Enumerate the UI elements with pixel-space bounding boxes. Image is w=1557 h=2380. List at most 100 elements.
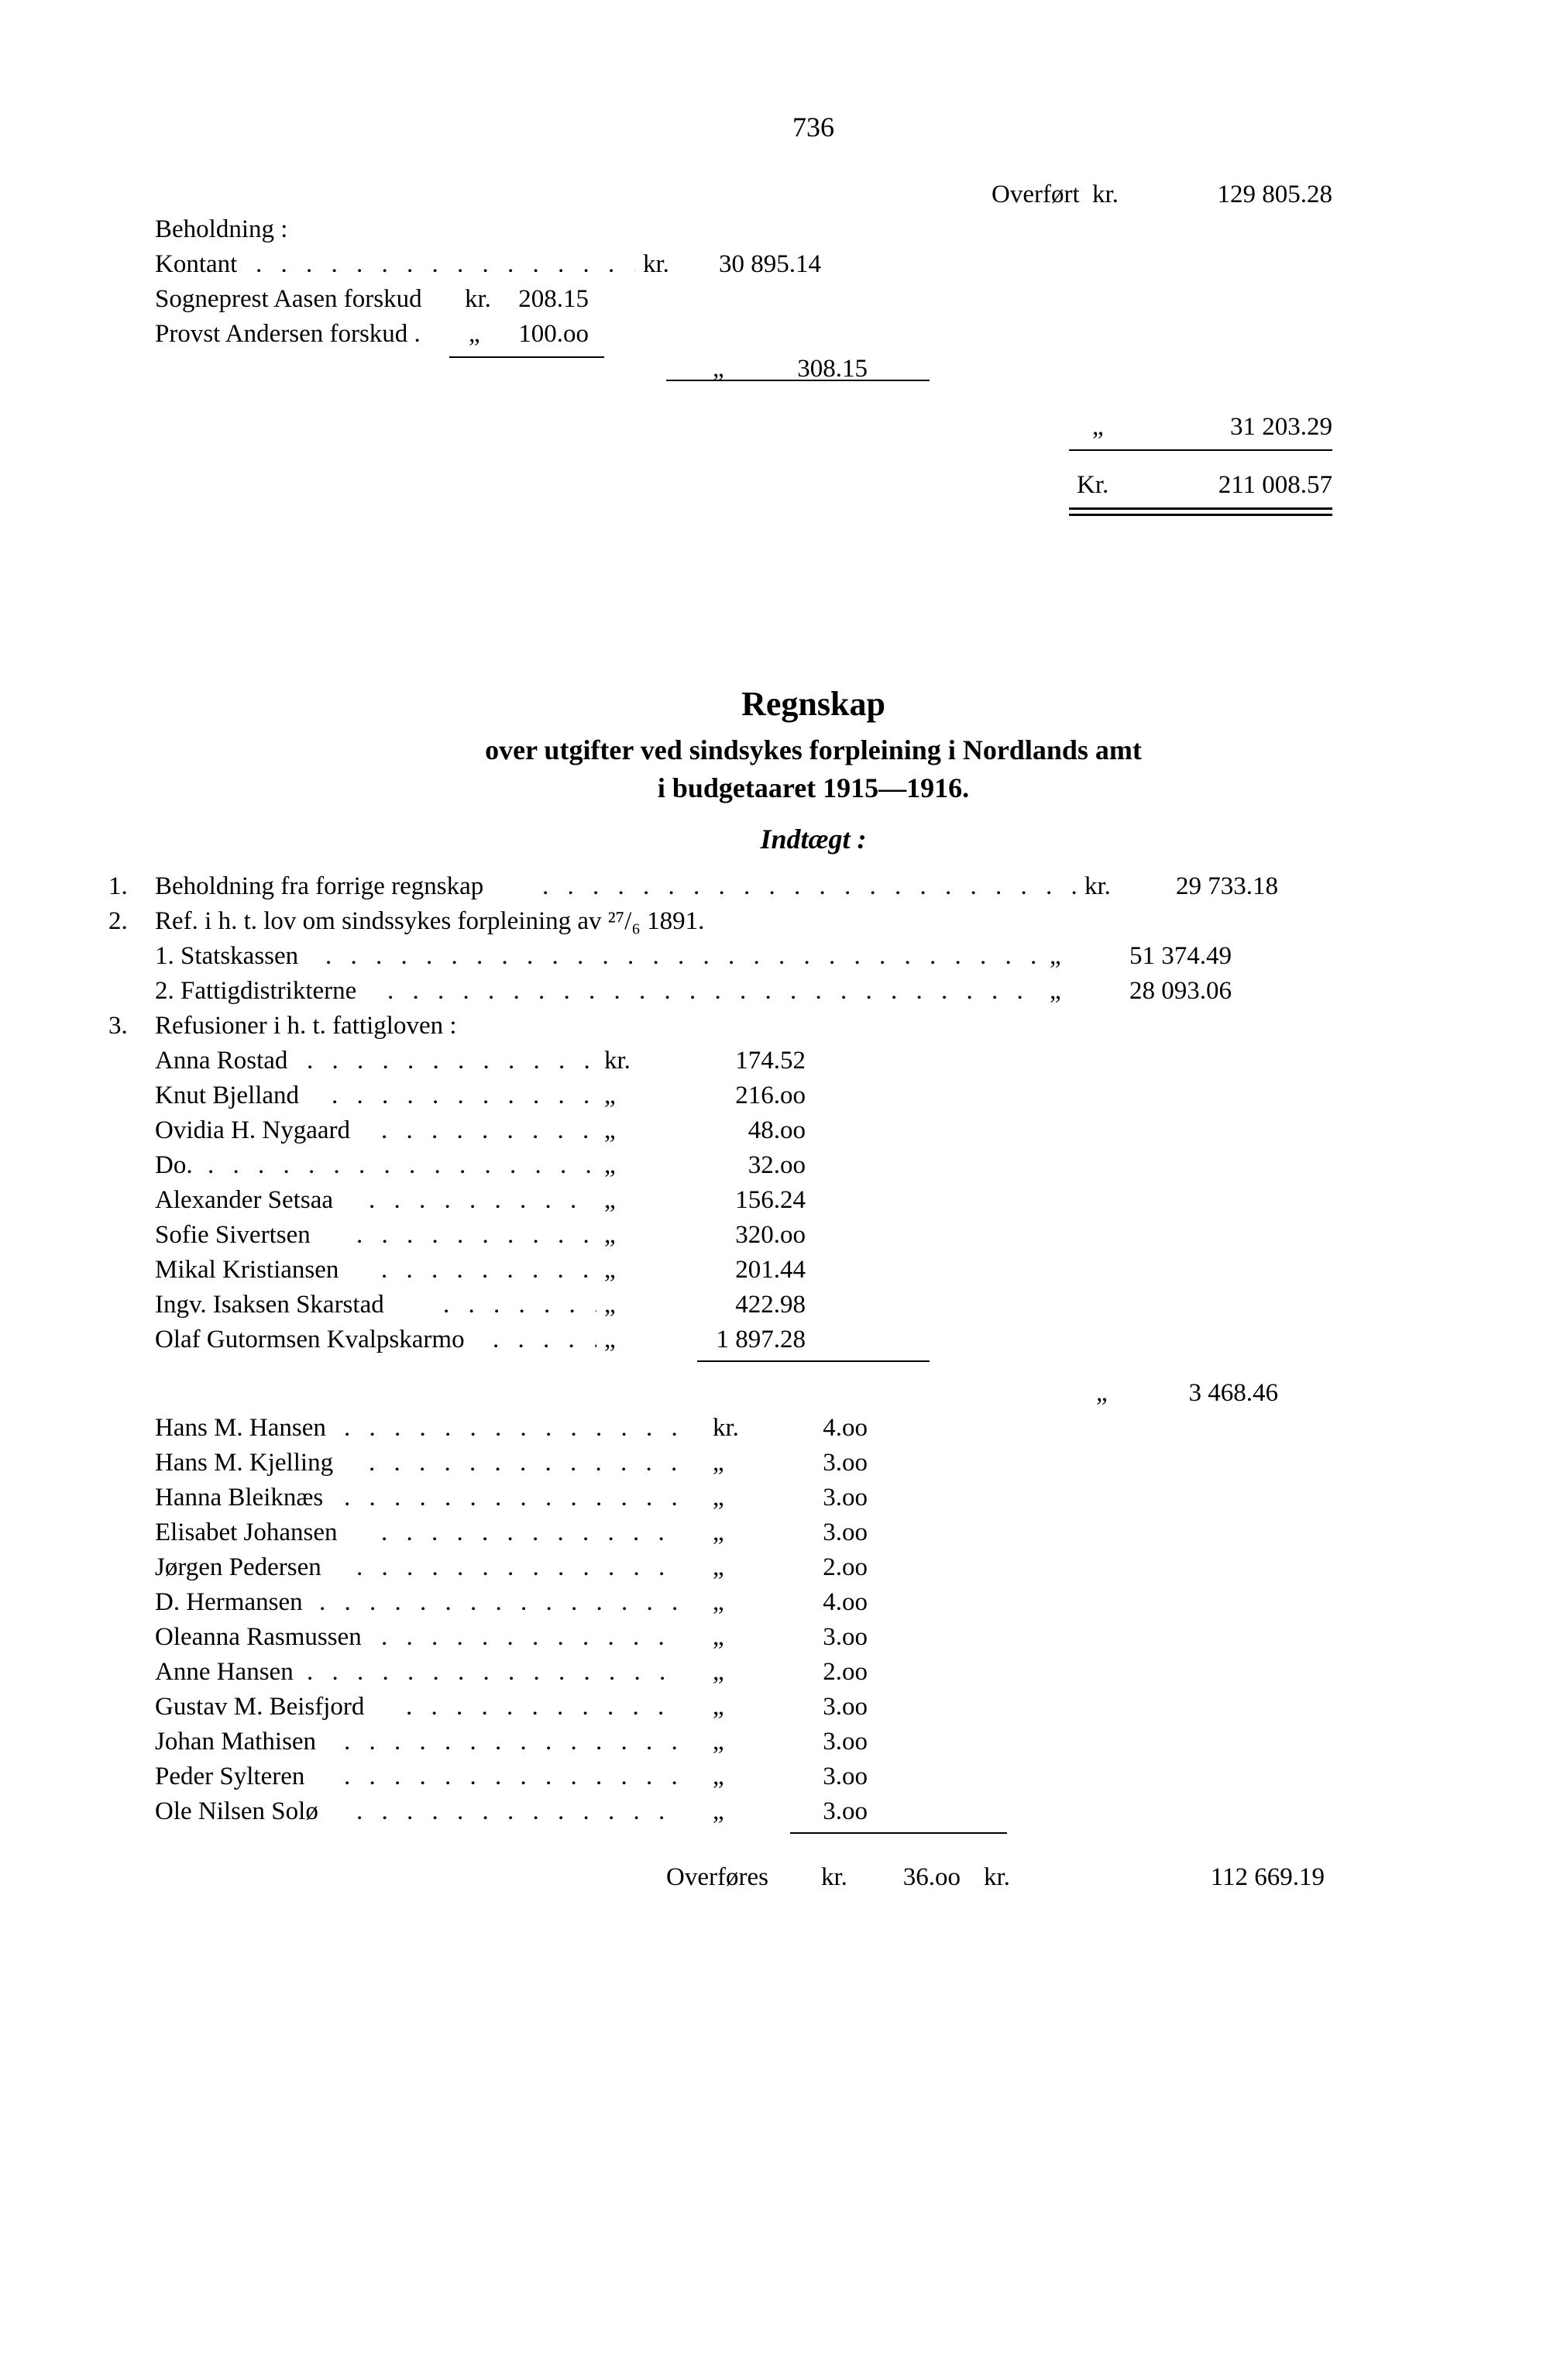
- refusion-name: Ovidia H. Nygaard: [155, 1113, 350, 1148]
- dot-leader: . . . . . . . . . . . . . . . . . . . . …: [344, 1481, 682, 1515]
- refusion-amount: 3.oo: [759, 1794, 868, 1829]
- list-item: Johan Mathisen. . . . . . . . . . . . . …: [155, 1725, 1472, 1759]
- provst-row: Provst Andersen forskud . „ 100.oo: [155, 317, 1472, 352]
- refusion-amount: 1 897.28: [651, 1322, 806, 1357]
- dot-leader: . . . . . . . . . . . . . . . . . . . . …: [307, 1655, 682, 1690]
- kontant-cur: kr.: [643, 247, 669, 282]
- item2-label: Ref. i h. t. lov om sindssykes forpleini…: [155, 904, 704, 939]
- dot-leader: . . . . . . . . . . . . . . . . . . . . …: [381, 1113, 596, 1148]
- dot-leader: . . . . . . . . . . . . . . . . . . . . …: [356, 1218, 596, 1253]
- refusion-amount: 201.44: [651, 1253, 806, 1288]
- item1-label: Beholdning fra forrige regnskap: [155, 869, 483, 904]
- dot-leader: . . . . . . . . . . . . . . . . . . . . …: [369, 1183, 596, 1218]
- sogneprest-cur: kr.: [465, 282, 491, 317]
- sub2-row: „ 31 203.29: [155, 410, 1472, 445]
- refusion-name: Anna Rostad: [155, 1044, 287, 1078]
- list-item: Ovidia H. Nygaard . . . . . . . . . . . .…: [155, 1113, 1472, 1148]
- list-item: Sofie Sivertsen. . . . . . . . . . . . .…: [155, 1218, 1472, 1253]
- refusion-name: Knut Bjelland: [155, 1078, 299, 1113]
- list-item-1: 1. Beholdning fra forrige regnskap . . .…: [155, 869, 1472, 904]
- refusion-amount: 3.oo: [759, 1725, 868, 1759]
- list-item: Hans M. Hansen. . . . . . . . . . . . . …: [155, 1411, 1472, 1446]
- item2b-label: Fattigdistrikterne: [180, 977, 356, 1005]
- dot-leader: . . . . . . . . . . . . . . . . . . . . …: [387, 974, 1038, 1009]
- currency-mark: „: [604, 1288, 616, 1322]
- currency-mark: kr.: [713, 1411, 739, 1446]
- list-item: Oleanna Rasmussen. . . . . . . . . . . .…: [155, 1620, 1472, 1655]
- dot-leader: . . . . . . . . . . . . . . . . . . . . …: [493, 1322, 596, 1357]
- list-item: Hanna Bleiknæs. . . . . . . . . . . . . …: [155, 1481, 1472, 1515]
- refusion-amount: 3.oo: [759, 1446, 868, 1481]
- refusion-amount: 422.98: [651, 1288, 806, 1322]
- overfort-row: Overført kr. 129 805.28: [155, 177, 1472, 212]
- rule-row-4: [155, 503, 1472, 526]
- total-amount: 211 008.57: [1162, 468, 1332, 503]
- overfort-label: Overført: [992, 177, 1080, 212]
- list-item: Ole Nilsen Solø. . . . . . . . . . . . .…: [155, 1794, 1472, 1829]
- refusion-name: Jørgen Pedersen: [155, 1550, 321, 1585]
- dot-leader: . . . . . . . . . . . . . . . . . . . . …: [332, 1078, 596, 1113]
- provst-ditto: „: [469, 317, 480, 352]
- item1-amount: 29 733.18: [1115, 869, 1278, 904]
- list-item: Alexander Setsaa . . . . . . . . . . . . …: [155, 1183, 1472, 1218]
- refusion-name: Ole Nilsen Solø: [155, 1794, 318, 1829]
- currency-mark: „: [713, 1620, 724, 1655]
- kontant-row: Kontant . . . . . . . . . . . . . . . . …: [155, 247, 1472, 282]
- currency-mark: „: [604, 1113, 616, 1148]
- refusion-amount: 3.oo: [759, 1620, 868, 1655]
- footer-outer-cur: kr.: [984, 1860, 1010, 1895]
- dot-leader: . . . . . . . . . . . . . . . . . . . . …: [256, 247, 635, 282]
- list-item: Knut Bjelland . . . . . . . . . . . . . .…: [155, 1078, 1472, 1113]
- dot-leader: . . . . . . . . . . . . . . . . . . . . …: [381, 1620, 682, 1655]
- overfort-amount: 129 805.28: [1162, 177, 1332, 212]
- dot-leader: . . . . . . . . . . . . . . . . . . . . …: [381, 1515, 682, 1550]
- refusion-name: Elisabet Johansen: [155, 1515, 338, 1550]
- refusion-group-1: Anna Rostad . . . . . . . . . . . . . . .…: [155, 1044, 1472, 1357]
- currency-mark: „: [604, 1322, 616, 1357]
- refusion-name: Alexander Setsaa: [155, 1183, 333, 1218]
- beholdning-label: Beholdning :: [155, 212, 287, 247]
- overfort-cur: kr.: [1092, 177, 1119, 212]
- refusion-name: D. Hermansen: [155, 1585, 303, 1620]
- dot-leader: . . . . . . . . . . . . . . . . . . . . …: [344, 1725, 682, 1759]
- currency-mark: „: [713, 1759, 724, 1794]
- list-item-2a: 1. Statskassen . . . . . . . . . . . . .…: [155, 939, 1472, 974]
- dot-leader: . . . . . . . . . . . . . . . . . . . . …: [356, 1550, 682, 1585]
- refusion-amount: 2.oo: [759, 1655, 868, 1690]
- refusion-amount: 2.oo: [759, 1550, 868, 1585]
- list-item-2b: 2. Fattigdistrikterne . . . . . . . . . …: [155, 974, 1472, 1009]
- currency-mark: „: [713, 1690, 724, 1725]
- dot-leader: . . . . . . . . . . . . . . . . . . . . …: [542, 869, 1084, 904]
- list-item: Do. . . . . . . . . . . . . . . . . . . .…: [155, 1148, 1472, 1183]
- list-item: Peder Sylteren . . . . . . . . . . . . . …: [155, 1759, 1472, 1794]
- list-item-2: 2. Ref. i h. t. lov om sindssykes forple…: [155, 904, 1472, 939]
- refusion-amount: 32.oo: [651, 1148, 806, 1183]
- footer-inner-amount: 36.oo: [852, 1860, 961, 1895]
- dot-leader: . . . . . . . . . . . . . . . . . . . . …: [325, 939, 1038, 974]
- dot-leader: . . . . . . . . . . . . . . . . . . . . …: [344, 1759, 682, 1794]
- list-item: Mikal Kristiansen. . . . . . . . . . . .…: [155, 1253, 1472, 1288]
- refusion-amount: 3.oo: [759, 1759, 868, 1794]
- list-item: Ingv. Isaksen Skarstad. . . . . . . . . …: [155, 1288, 1472, 1322]
- list-item: Anne Hansen. . . . . . . . . . . . . . .…: [155, 1655, 1472, 1690]
- refusion-amount: 3.oo: [759, 1481, 868, 1515]
- footer-outer-amount: 112 669.19: [1162, 1860, 1325, 1895]
- dot-leader: . . . . . . . . . . . . . . . . . . . . …: [344, 1411, 682, 1446]
- rule-g1: [155, 1357, 1472, 1376]
- page: 736 Overført kr. 129 805.28 Beholdning :…: [0, 0, 1557, 1972]
- refusion-name: Peder Sylteren: [155, 1759, 304, 1794]
- refusion-amount: 48.oo: [651, 1113, 806, 1148]
- refusion-name: Hans M. Kjelling: [155, 1446, 333, 1481]
- refusion-name: Gustav M. Beisfjord: [155, 1690, 364, 1725]
- refusion-name: Do.: [155, 1148, 193, 1183]
- title-sub: over utgifter ved sindsykes forpleining …: [155, 731, 1472, 807]
- rule-row-2: [155, 375, 1472, 410]
- refusion-amount: 156.24: [651, 1183, 806, 1218]
- rule-row-3: [155, 445, 1472, 468]
- dot-leader: . . . . . . . . . . . . . . . . . . . . …: [208, 1148, 596, 1183]
- refusion-name: Olaf Gutormsen Kvalpskarmo: [155, 1322, 465, 1357]
- kontant-label: Kontant: [155, 247, 237, 282]
- sogneprest-amount: 208.15: [496, 282, 589, 317]
- refusion-amount: 174.52: [651, 1044, 806, 1078]
- currency-mark: „: [604, 1148, 616, 1183]
